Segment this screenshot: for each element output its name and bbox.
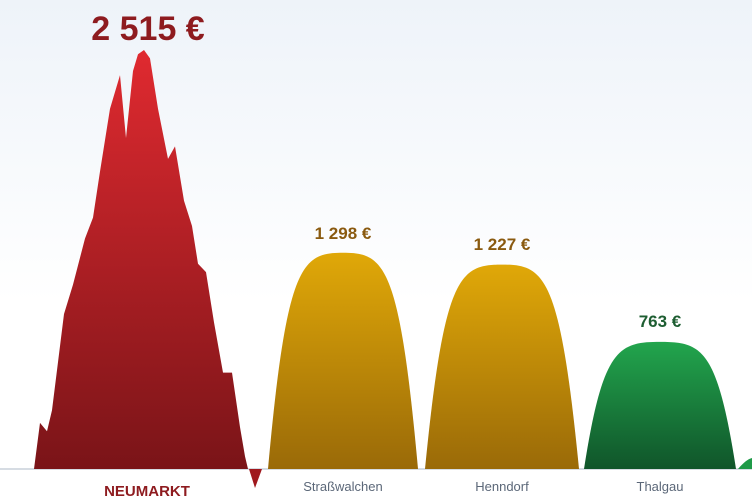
category-label-henndorf: Henndorf <box>475 479 529 494</box>
category-label-thalgau: Thalgau <box>637 479 684 494</box>
mark-neumarkt <box>34 50 248 469</box>
mark-thalgau <box>584 341 736 469</box>
category-label-neumarkt: NEUMARKT <box>104 483 190 500</box>
value-label-henndorf: 1 227 € <box>474 235 531 254</box>
mark-henndorf <box>425 264 579 469</box>
mark-neumarkt-tail <box>249 469 262 488</box>
mark-strasswalchen <box>268 252 418 469</box>
category-label-strasswalchen: Straßwalchen <box>303 479 382 494</box>
value-label-strasswalchen: 1 298 € <box>315 224 372 243</box>
value-label-neumarkt: 2 515 € <box>91 10 205 48</box>
value-label-thalgau: 763 € <box>639 312 682 331</box>
mark-offscreen-edge <box>738 458 752 469</box>
